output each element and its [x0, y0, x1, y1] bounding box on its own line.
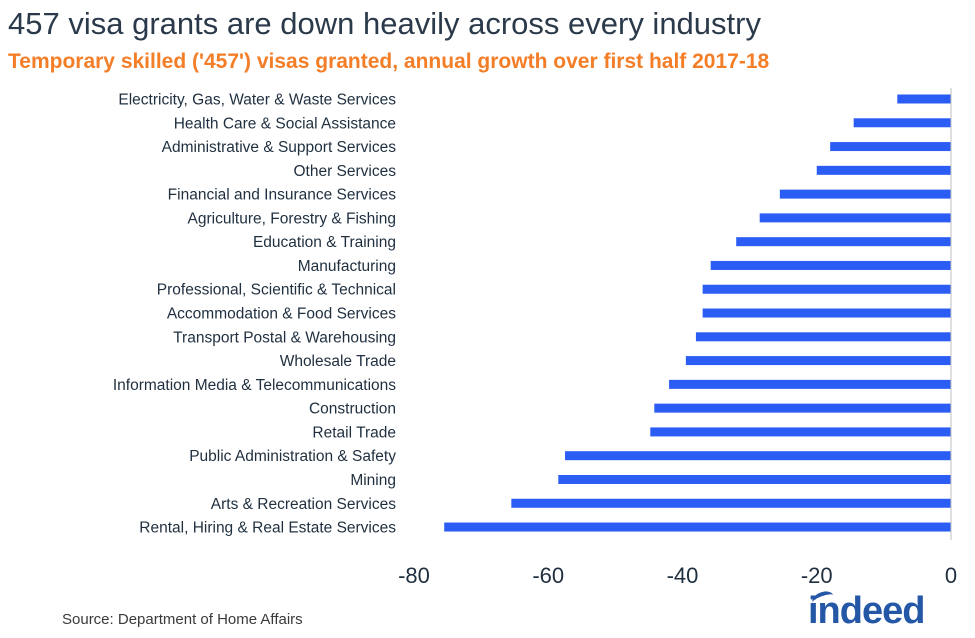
tick-labels: -80 -60 -40 -20 0: [398, 563, 957, 588]
category-labels: Electricity, Gas, Water & Waste Services…: [113, 92, 396, 537]
x-tick-label: -80: [398, 563, 430, 588]
category-label: Health Care & Social Assistance: [174, 115, 396, 132]
bar: [654, 404, 951, 413]
category-label: Financial and Insurance Services: [168, 187, 397, 204]
indeed-logo: indeed: [808, 590, 924, 633]
category-label: Construction: [309, 401, 396, 418]
bar-chart: Electricity, Gas, Water & Waste Services…: [0, 0, 975, 638]
category-label: Public Administration & Safety: [189, 448, 396, 465]
bar: [854, 118, 951, 127]
bars-group: [444, 95, 951, 532]
category-label: Manufacturing: [298, 258, 396, 275]
bar: [669, 380, 951, 389]
bar: [897, 95, 951, 104]
category-label: Rental, Hiring & Real Estate Services: [139, 520, 396, 537]
bar: [696, 332, 951, 341]
category-label: Electricity, Gas, Water & Waste Services: [118, 92, 396, 109]
bar: [780, 190, 951, 199]
category-label: Education & Training: [253, 234, 396, 251]
category-label: Other Services: [293, 163, 396, 180]
bar: [830, 142, 951, 151]
bar: [711, 261, 951, 270]
bar: [817, 166, 951, 175]
bar: [703, 309, 951, 318]
bar: [703, 285, 951, 294]
source-note: Source: Department of Home Affairs: [62, 611, 303, 628]
category-label: Administrative & Support Services: [162, 139, 397, 156]
bar: [558, 475, 951, 484]
category-label: Transport Postal & Warehousing: [173, 329, 396, 346]
x-tick-label: -40: [667, 563, 699, 588]
category-label: Information Media & Telecommunications: [113, 377, 396, 394]
category-label: Mining: [350, 472, 396, 489]
bar: [565, 451, 951, 460]
category-label: Agriculture, Forestry & Fishing: [188, 210, 396, 227]
bar: [511, 499, 951, 508]
bar: [736, 237, 951, 246]
x-tick-label: 0: [945, 563, 957, 588]
category-label: Accommodation & Food Services: [167, 306, 396, 323]
x-tick-label: -20: [801, 563, 833, 588]
category-label: Wholesale Trade: [280, 353, 396, 370]
x-tick-label: -60: [532, 563, 564, 588]
bar: [686, 356, 951, 365]
bar: [444, 523, 951, 532]
category-label: Retail Trade: [312, 424, 396, 441]
category-label: Professional, Scientific & Technical: [157, 282, 396, 299]
category-label: Arts & Recreation Services: [211, 496, 396, 513]
bar: [760, 213, 951, 222]
bar: [650, 427, 951, 436]
